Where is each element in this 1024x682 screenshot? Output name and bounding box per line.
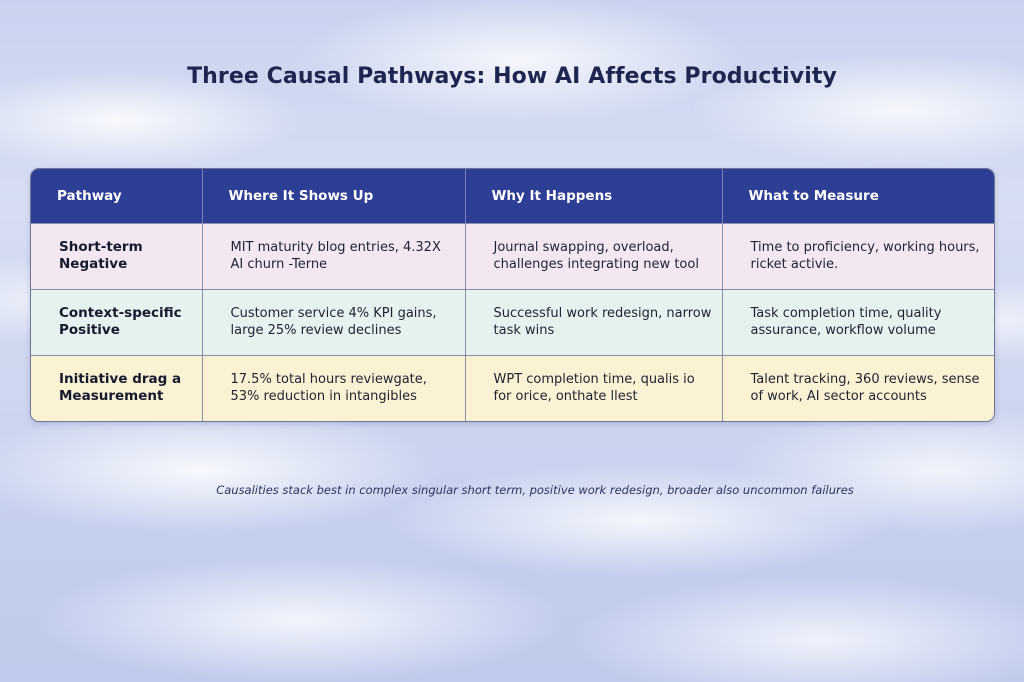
measure-cell: Task completion time, quality assurance,… — [722, 288, 994, 355]
page-title: Three Causal Pathways: How AI Affects Pr… — [187, 64, 837, 89]
where-cell: Customer service 4% KPI gains, large 25%… — [202, 288, 466, 355]
footnote: Causalities stack best in complex singul… — [216, 483, 854, 497]
measure-cell: Time to proficiency, working hours, rick… — [722, 222, 994, 289]
why-cell: Journal swapping, overload, challenges i… — [465, 222, 723, 289]
pathways-table-grid: Pathway Where It Shows Up Why It Happens… — [31, 169, 994, 421]
header-why-it-happens: Why It Happens — [465, 169, 723, 223]
table-row: Short-term Negative MIT maturity blog en… — [31, 222, 994, 289]
header-what-to-measure: What to Measure — [748, 187, 879, 204]
measure-cell: Talent tracking, 360 reviews, sense of w… — [722, 354, 994, 421]
why-cell: Successful work redesign, narrow task wi… — [465, 288, 723, 355]
table-row: Initiative drag a Measurement 17.5% tota… — [31, 354, 994, 421]
table-header-row: Pathway Where It Shows Up Why It Happens… — [31, 169, 994, 223]
table-row: Context-specific Positive Customer servi… — [31, 288, 994, 355]
where-cell: 17.5% total hours reviewgate, 53% reduct… — [202, 354, 466, 421]
pathways-table: Pathway Where It Shows Up Why It Happens… — [30, 168, 995, 422]
header-where-it-shows-up: Where It Shows Up — [202, 169, 466, 223]
pathway-cell: Initiative drag a Measurement — [31, 354, 203, 421]
where-cell: MIT maturity blog entries, 4.32X AI chur… — [202, 222, 466, 289]
header-pathway: Pathway — [31, 169, 203, 223]
pathway-cell: Context-specific Positive — [31, 288, 203, 355]
pathway-cell: Short-term Negative — [31, 222, 203, 289]
why-cell: WPT completion time, qualis io for orice… — [465, 354, 723, 421]
